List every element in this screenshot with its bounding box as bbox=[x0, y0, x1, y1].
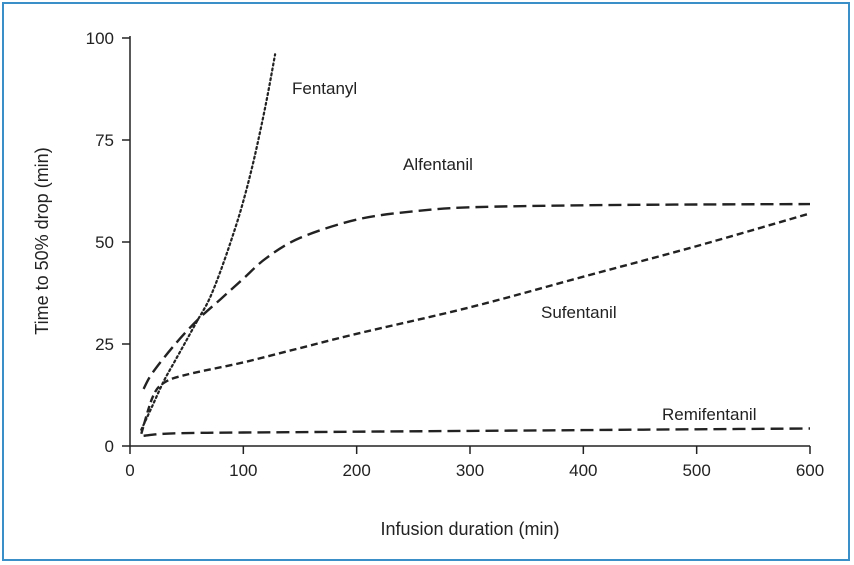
series-label-alfentanil: Alfentanil bbox=[403, 155, 473, 174]
x-tick-label: 400 bbox=[569, 461, 597, 480]
x-tick-label: 100 bbox=[229, 461, 257, 480]
series-line-sufentanil bbox=[140, 212, 811, 435]
series-line-alfentanil bbox=[142, 202, 811, 390]
x-tick-label: 600 bbox=[796, 461, 824, 480]
y-tick-label: 50 bbox=[95, 233, 114, 252]
series-lines bbox=[140, 53, 811, 437]
series-labels: Fentanyl Alfentanil Sufentanil Remifenta… bbox=[292, 79, 757, 424]
y-axis-title: Time to 50% drop (min) bbox=[32, 147, 52, 334]
ticks: 0 100 200 300 400 500 600 0 25 50 75 100 bbox=[86, 29, 825, 480]
x-tick-label: 200 bbox=[342, 461, 370, 480]
x-tick-label: 0 bbox=[125, 461, 134, 480]
y-tick-label: 0 bbox=[105, 437, 114, 456]
x-tick-label: 500 bbox=[682, 461, 710, 480]
series-line-fentanyl bbox=[140, 53, 277, 431]
series-label-sufentanil: Sufentanil bbox=[541, 303, 617, 322]
x-axis-title: Infusion duration (min) bbox=[380, 519, 559, 539]
y-tick-label: 75 bbox=[95, 131, 114, 150]
y-tick-label: 100 bbox=[86, 29, 114, 48]
series-label-remifentanil: Remifentanil bbox=[662, 405, 757, 424]
y-tick-label: 25 bbox=[95, 335, 114, 354]
x-tick-label: 300 bbox=[456, 461, 484, 480]
series-label-fentanyl: Fentanyl bbox=[292, 79, 357, 98]
series-line-remifentanil bbox=[143, 427, 811, 437]
